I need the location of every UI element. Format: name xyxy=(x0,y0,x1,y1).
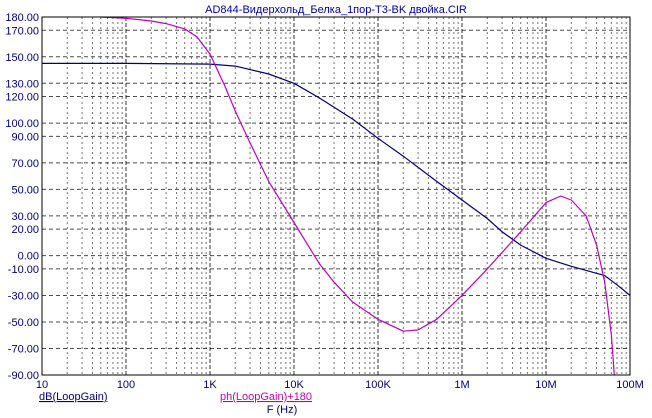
y-tick-label: 180.00 xyxy=(5,12,39,24)
x-tick-label: 100M xyxy=(616,379,644,391)
x-tick-label: 100 xyxy=(117,379,135,391)
series-line-1 xyxy=(100,16,615,376)
y-tick-label: 100.00 xyxy=(5,118,39,130)
x-tick-label: 1K xyxy=(203,379,217,391)
y-tick-label: 130.00 xyxy=(5,78,39,90)
legend-ph-loopgain: ph(LoopGain)+180 xyxy=(220,391,312,403)
y-tick-label: -50.00 xyxy=(8,317,39,329)
series-line-0 xyxy=(42,62,631,296)
x-tick-label: 100K xyxy=(365,379,391,391)
plot-background xyxy=(42,17,630,375)
y-tick-label: -90.00 xyxy=(8,370,39,382)
series-lines xyxy=(42,16,631,376)
grid xyxy=(42,17,630,375)
y-tick-label: 90.00 xyxy=(11,131,39,143)
y-tick-label: 30.00 xyxy=(11,211,39,223)
y-tick-label: 150.00 xyxy=(5,52,39,64)
y-tick-label: 50.00 xyxy=(11,184,39,196)
y-tick-label: 120.00 xyxy=(5,92,39,104)
x-tick-label: 10 xyxy=(36,379,48,391)
x-tick-label: 1M xyxy=(454,379,469,391)
y-tick-label: 20.00 xyxy=(11,224,39,236)
tick-labels: 180.00170.00150.00130.00120.00100.0090.0… xyxy=(5,12,643,391)
chart-title: AD844-Видерхольд_Белка_1пор-T3-BK двойка… xyxy=(205,4,467,16)
y-tick-label: -30.00 xyxy=(8,290,39,302)
x-tick-label: 10M xyxy=(535,379,556,391)
x-tick-label: 10K xyxy=(284,379,304,391)
y-tick-label: -70.00 xyxy=(8,343,39,355)
y-tick-label: 170.00 xyxy=(5,25,39,37)
y-tick-label: -10.00 xyxy=(8,264,39,276)
x-axis-label: F (Hz) xyxy=(267,404,298,416)
legend-db-loopgain: dB(LoopGain) xyxy=(39,391,108,403)
y-tick-label: 0.00 xyxy=(18,251,39,263)
y-tick-label: 70.00 xyxy=(11,158,39,170)
plot-frame xyxy=(41,16,631,376)
